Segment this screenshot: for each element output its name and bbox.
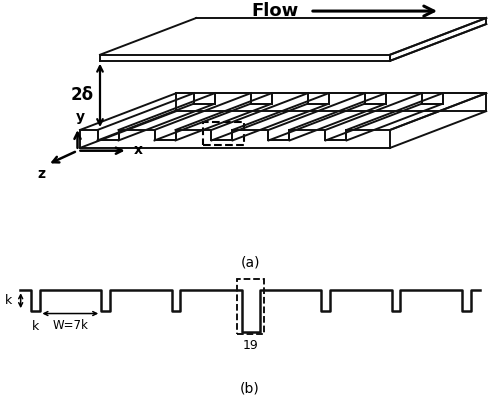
Bar xyxy=(237,280,264,334)
Text: W=7k: W=7k xyxy=(52,320,88,333)
Bar xyxy=(202,122,244,145)
Text: Flow: Flow xyxy=(252,2,298,20)
Text: k: k xyxy=(32,320,38,333)
Text: (b): (b) xyxy=(240,382,260,395)
Text: x: x xyxy=(134,143,142,157)
Text: y: y xyxy=(76,110,84,124)
Text: (a): (a) xyxy=(240,256,260,270)
Text: 2δ: 2δ xyxy=(71,87,94,104)
Text: k: k xyxy=(4,294,12,307)
Text: z: z xyxy=(38,167,46,181)
Text: 19: 19 xyxy=(243,339,258,352)
